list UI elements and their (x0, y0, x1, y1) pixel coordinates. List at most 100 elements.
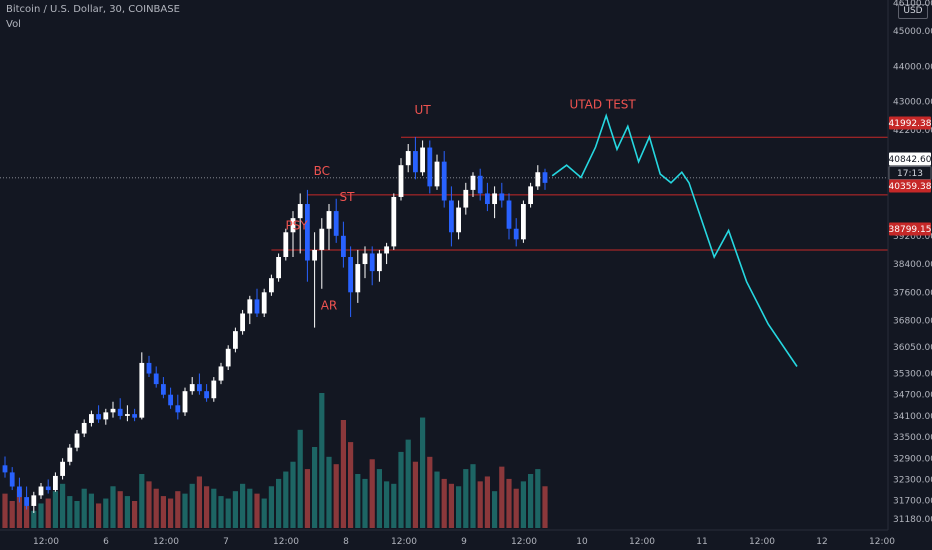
volume-bar (283, 471, 289, 528)
candle (391, 193, 397, 250)
volume-bar (67, 496, 73, 528)
volume-bar (348, 442, 354, 528)
candle (45, 479, 51, 494)
volume-bar (376, 469, 382, 528)
volume-bar (542, 486, 548, 528)
candle (290, 211, 296, 257)
candle (305, 189, 310, 282)
candle (211, 377, 217, 402)
volume-bar (304, 469, 310, 528)
currency-badge[interactable]: USD (898, 4, 928, 19)
candle (405, 143, 411, 173)
candle (261, 288, 267, 318)
volume-bar (261, 498, 267, 528)
time-tick-label: 8 (343, 537, 349, 547)
candle (542, 168, 548, 190)
svg-text:41992.38: 41992.38 (889, 119, 932, 129)
candle (341, 221, 346, 268)
price-tick-label: 45000.00 (893, 27, 932, 37)
candle (89, 410, 94, 427)
volume-bar (31, 510, 37, 528)
price-tick-label: 34100.00 (893, 412, 932, 422)
candle (17, 477, 22, 503)
volume-bar (535, 469, 541, 528)
volume-bar (405, 439, 411, 528)
candle (420, 140, 425, 176)
time-tick-label: 12:00 (391, 537, 417, 547)
candle (161, 377, 166, 399)
candle (38, 482, 44, 499)
candle (182, 387, 188, 416)
candle (463, 182, 469, 215)
price-tick-label: 31700.00 (893, 497, 932, 507)
volume-bar (103, 498, 109, 528)
volume-bar (168, 498, 174, 528)
time-axis[interactable]: 12:00 6 12:00 7 12:00 8 12:00 9 12:00 10 12:00 11 12… (33, 537, 895, 547)
volume-bar (362, 478, 368, 528)
candle (513, 218, 519, 247)
volume-bar (427, 456, 433, 528)
price-tick-label: 39200.00 (893, 232, 932, 242)
price-tag: 17:13 (888, 166, 932, 180)
time-tick-label: 6 (103, 537, 109, 547)
volume-bar (240, 483, 246, 528)
time-tick-label: 9 (461, 537, 467, 547)
candle (24, 486, 29, 510)
candle (218, 362, 224, 385)
time-tick-label: 12:00 (869, 537, 895, 547)
candle (139, 352, 145, 420)
volume-bar (175, 491, 181, 528)
volume-bar (276, 478, 282, 528)
candle (413, 136, 418, 180)
price-tick-label: 33500.00 (893, 433, 932, 443)
candle (369, 246, 375, 286)
wyckoff-label: PSY (286, 218, 309, 232)
wyckoff-label: ST (340, 190, 356, 204)
candle (153, 366, 159, 388)
time-tick-label: 12:00 (273, 537, 299, 547)
volume-bar (9, 501, 15, 528)
volume-bar (38, 503, 44, 528)
volume-bar (492, 491, 498, 528)
time-tick-label: 7 (223, 537, 229, 547)
candle (254, 288, 260, 318)
price-axis[interactable]: 46100.00 45000.00 44000.00 43000.00 42200.00… (893, 0, 932, 525)
candle (74, 430, 80, 452)
candle (506, 193, 512, 240)
candle (377, 249, 382, 282)
candle (168, 387, 173, 409)
svg-text:38799.15: 38799.15 (889, 225, 932, 235)
price-tick-label: 37600.00 (893, 288, 932, 298)
candle (247, 295, 253, 325)
volume-bar (412, 461, 418, 528)
candle (269, 274, 274, 296)
volume-bar (333, 464, 339, 528)
volume-indicator-label[interactable]: Vol (6, 19, 21, 30)
price-tag: 41992.38 (889, 116, 932, 130)
volume-bar (340, 420, 346, 528)
volume-bar (16, 488, 22, 528)
volume-bar (499, 466, 505, 528)
price-tick-label: 35300.00 (893, 370, 932, 380)
volume-bar (290, 461, 296, 528)
candle (125, 405, 130, 422)
candle (326, 204, 332, 250)
volume-bar (247, 488, 253, 528)
volume-bar (139, 474, 145, 528)
time-tick-label: 12:00 (153, 537, 179, 547)
symbol-title[interactable]: Bitcoin / U.S. Dollar, 30, COINBASE (6, 4, 180, 15)
volume-bar (297, 429, 303, 528)
volume-bar (153, 488, 159, 528)
price-tick-label: 31180.00 (893, 515, 932, 525)
candle (398, 158, 404, 201)
volume-bar (398, 451, 404, 528)
volume-bar (456, 486, 462, 528)
candle (521, 200, 526, 243)
candle (96, 405, 101, 423)
candle (81, 419, 87, 438)
candle (204, 384, 209, 402)
price-tag: 38799.15 (889, 222, 932, 236)
volume-bar (218, 496, 224, 528)
